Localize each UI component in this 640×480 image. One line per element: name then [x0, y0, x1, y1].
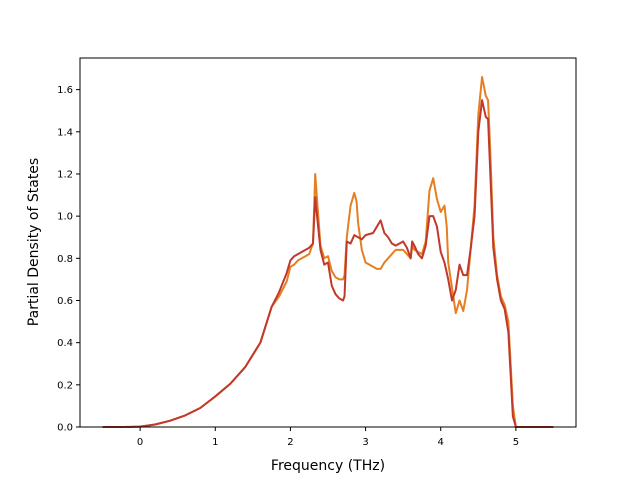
y-tick-label: 0.6	[57, 296, 73, 307]
x-tick-label: 0	[137, 437, 143, 448]
x-tick-label: 2	[287, 437, 293, 448]
y-axis-label: Partial Density of States	[26, 158, 42, 326]
x-tick-label: 5	[513, 437, 519, 448]
y-tick-label: 0.2	[57, 380, 73, 391]
series-layer	[102, 75, 554, 428]
y-tick-label: 0.8	[57, 254, 73, 265]
plot-area-background	[80, 58, 576, 427]
x-axis-label: Frequency (THz)	[271, 458, 385, 474]
x-tick-label: 1	[212, 437, 218, 448]
y-tick-label: 0.4	[57, 338, 73, 349]
y-tick-label: 1.2	[57, 169, 73, 180]
y-tick-label: 0.0	[57, 423, 73, 434]
y-tick-label: 1.0	[57, 212, 73, 223]
plot-frame	[79, 57, 577, 428]
x-tick-label: 4	[438, 437, 444, 448]
x-tick-label: 3	[362, 437, 368, 448]
x-axis-ticks: 0 1 2 3 4 5	[137, 427, 519, 448]
y-tick-label: 1.4	[57, 127, 73, 138]
y-axis-ticks: 0.0 0.2 0.4 0.6 0.8 1.0 1.2 1.4 1.6	[57, 85, 80, 434]
y-tick-label: 1.6	[57, 85, 73, 96]
series-line-2	[102, 99, 554, 428]
